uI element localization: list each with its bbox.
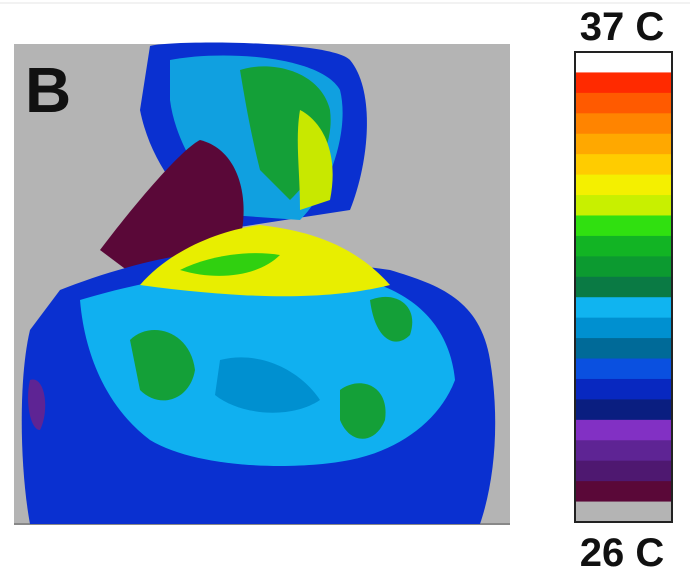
scale-band [576, 154, 671, 175]
scale-band [576, 379, 671, 400]
scale-band [576, 297, 671, 318]
scale-band [576, 93, 671, 114]
color-scale [576, 52, 671, 523]
scale-band [576, 420, 671, 441]
scale-min-label: 26 C [580, 531, 665, 574]
thermal-image [14, 43, 510, 524]
scale-band [576, 277, 671, 298]
scale-band [576, 215, 671, 236]
scale-band [576, 359, 671, 380]
scale-band [576, 481, 671, 502]
scale-band [576, 338, 671, 359]
scale-band [576, 113, 671, 134]
scale-band [576, 502, 671, 523]
scale-band [576, 52, 671, 73]
scale-max-label: 37 C [580, 5, 665, 49]
scale-band [576, 256, 671, 277]
scale-band [576, 440, 671, 461]
scale-band [576, 461, 671, 482]
figure: B 37 C 26 C [0, 0, 690, 574]
scale-band [576, 399, 671, 420]
scale-band [576, 134, 671, 155]
scale-band [576, 195, 671, 216]
scale-band [576, 236, 671, 257]
scale-band [576, 318, 671, 339]
scale-band [576, 72, 671, 93]
panel-label: B [25, 54, 71, 126]
scale-band [576, 175, 671, 196]
